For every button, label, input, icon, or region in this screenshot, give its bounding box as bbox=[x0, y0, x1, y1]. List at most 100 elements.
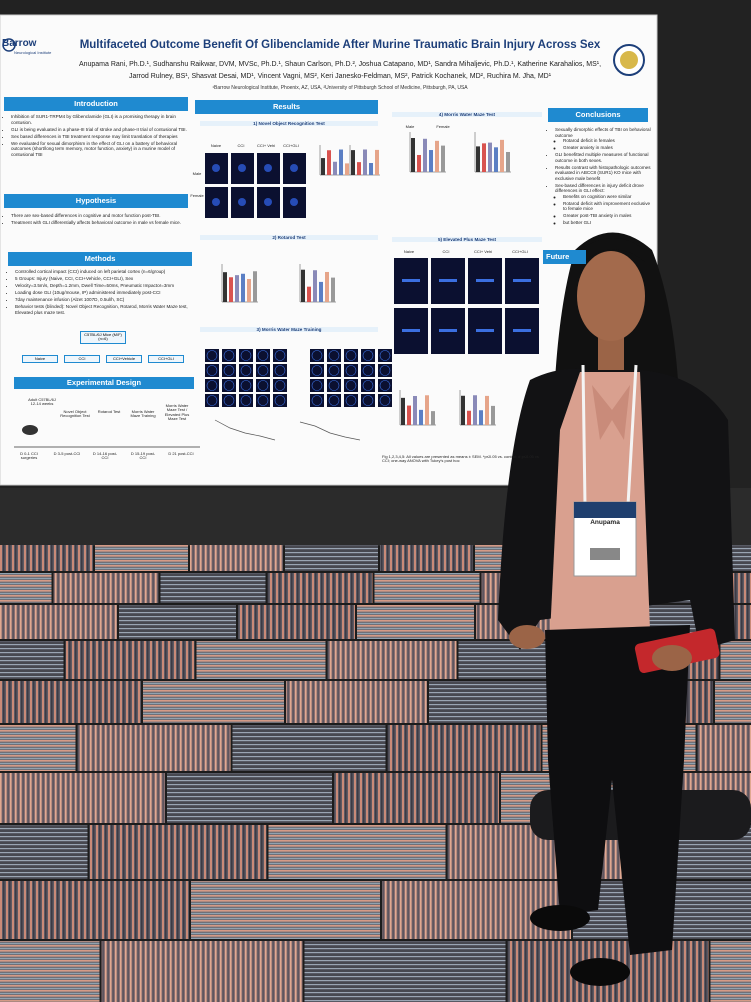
chart-bar bbox=[357, 162, 361, 175]
sex-label: Female bbox=[190, 193, 204, 198]
carpet-tile bbox=[167, 773, 332, 823]
design-day: D 14-16 post-CCI bbox=[92, 451, 118, 461]
bullet: Sex-based differences in injury deficit … bbox=[555, 183, 653, 226]
carpet-tile bbox=[143, 681, 284, 723]
hairline bbox=[578, 237, 645, 265]
carpet-tile bbox=[232, 725, 386, 771]
group-label: CCI+GLI bbox=[283, 143, 299, 148]
bullet: Treatment with GLI differentially affect… bbox=[11, 220, 191, 226]
group-label: CCI+ Vehi bbox=[473, 249, 493, 254]
chart-bar bbox=[461, 395, 465, 425]
carpet-tile bbox=[89, 825, 267, 879]
design-day: D 3-5 post-CCI bbox=[53, 451, 81, 456]
carpet-tile bbox=[0, 573, 52, 603]
chart-bar bbox=[327, 150, 331, 175]
person bbox=[498, 232, 735, 986]
micrograph-spot bbox=[238, 198, 246, 206]
bullet-text: Results contrast with histopathologic ou… bbox=[555, 164, 651, 181]
pool bbox=[223, 395, 235, 406]
maze-arm bbox=[476, 329, 494, 332]
poster-figures bbox=[14, 132, 539, 448]
pool bbox=[311, 365, 323, 376]
section-heading: Future bbox=[543, 250, 586, 264]
left-shoe bbox=[530, 905, 590, 931]
pool bbox=[345, 365, 357, 376]
carpet-tile bbox=[327, 641, 457, 679]
group-box: CCI+Vehicle bbox=[106, 355, 142, 364]
pool bbox=[345, 380, 357, 391]
carpet-tile bbox=[0, 641, 64, 679]
pool bbox=[274, 395, 286, 406]
carpet-tile bbox=[715, 681, 751, 723]
carpet-tile bbox=[0, 881, 189, 939]
pool bbox=[206, 395, 218, 406]
carpet-tile bbox=[0, 545, 93, 571]
micrograph-spot bbox=[290, 198, 298, 206]
micrograph-spot bbox=[212, 198, 220, 206]
chart-bar bbox=[223, 272, 227, 302]
group-box: CCI+GLI bbox=[148, 355, 184, 364]
logo-subtitle: Neurological Institute bbox=[14, 50, 52, 55]
carpet-tile bbox=[357, 605, 474, 639]
right-shoe bbox=[570, 958, 630, 986]
carpet-tile bbox=[65, 641, 195, 679]
pool bbox=[379, 395, 391, 406]
maze-arm bbox=[513, 329, 531, 332]
authors-line: Jarrod Rulney, BS¹, Shasvat Desai, MD¹, … bbox=[128, 73, 552, 80]
lanyard bbox=[581, 364, 638, 506]
carpet-tile bbox=[95, 545, 188, 571]
affiliation: ¹Barrow Neurological Institute, Phoenix,… bbox=[212, 85, 468, 91]
pool bbox=[240, 380, 252, 391]
pool bbox=[328, 350, 340, 361]
chart-bar bbox=[485, 395, 489, 425]
chart-bar bbox=[482, 143, 486, 172]
chart-bar bbox=[319, 281, 323, 302]
badge-barcode bbox=[590, 548, 620, 560]
carpet-tile bbox=[0, 725, 76, 771]
maze-arm bbox=[439, 329, 457, 332]
bullet: Velocity=3.5m/s, Depth=1.2mm, Dwell Time… bbox=[15, 283, 197, 289]
logo: Barrow bbox=[2, 38, 37, 49]
carpet-tile bbox=[101, 941, 303, 1002]
barrow-logo-mark bbox=[2, 38, 16, 52]
chart-bar bbox=[476, 146, 480, 172]
carpet-tile bbox=[77, 725, 231, 771]
chart-bar bbox=[345, 163, 349, 175]
pool bbox=[240, 350, 252, 361]
chart-bar bbox=[247, 278, 251, 302]
chart-bar bbox=[307, 286, 311, 302]
carpet-tile bbox=[285, 545, 378, 571]
chart-bar bbox=[479, 410, 483, 425]
carpet-tile bbox=[0, 605, 117, 639]
chart-bar bbox=[467, 410, 471, 425]
badge-name: Anupama bbox=[590, 519, 620, 526]
bullet: 7day maintenance infusion (Alzet 1007D, … bbox=[15, 297, 197, 303]
panel-title: 1) Novel Object Recognition Test bbox=[200, 121, 378, 126]
pool bbox=[379, 365, 391, 376]
chart-bar bbox=[494, 147, 498, 172]
bullet-text: Sex-based differences in injury deficit … bbox=[555, 182, 644, 194]
chart-line bbox=[299, 421, 361, 441]
chart-bar bbox=[369, 163, 373, 175]
maze-arm bbox=[439, 279, 457, 282]
chart-bar bbox=[333, 161, 337, 175]
carpet-tile bbox=[191, 881, 380, 939]
pool bbox=[311, 380, 323, 391]
chart-bar bbox=[241, 273, 245, 302]
chart-bar bbox=[435, 140, 439, 172]
pool bbox=[223, 365, 235, 376]
pool bbox=[257, 395, 269, 406]
authors-line: Anupama Rani, Ph.D.¹, Sudhanshu Raikwar,… bbox=[78, 61, 602, 68]
chart-bar bbox=[425, 395, 429, 425]
chart-bar bbox=[506, 151, 510, 172]
sub-list: Rotarod deficit in femalesGreater anxiet… bbox=[555, 138, 653, 151]
pool bbox=[274, 380, 286, 391]
group-label: CCI bbox=[442, 249, 450, 254]
carpet-tile bbox=[710, 941, 751, 1002]
sub-bullet: but better GLI bbox=[563, 220, 653, 226]
chart-bar bbox=[229, 277, 233, 302]
carpet-tile bbox=[238, 605, 355, 639]
sub-list: Benefits on cognition were similarRotaro… bbox=[555, 194, 653, 226]
chart-bar bbox=[441, 145, 445, 172]
